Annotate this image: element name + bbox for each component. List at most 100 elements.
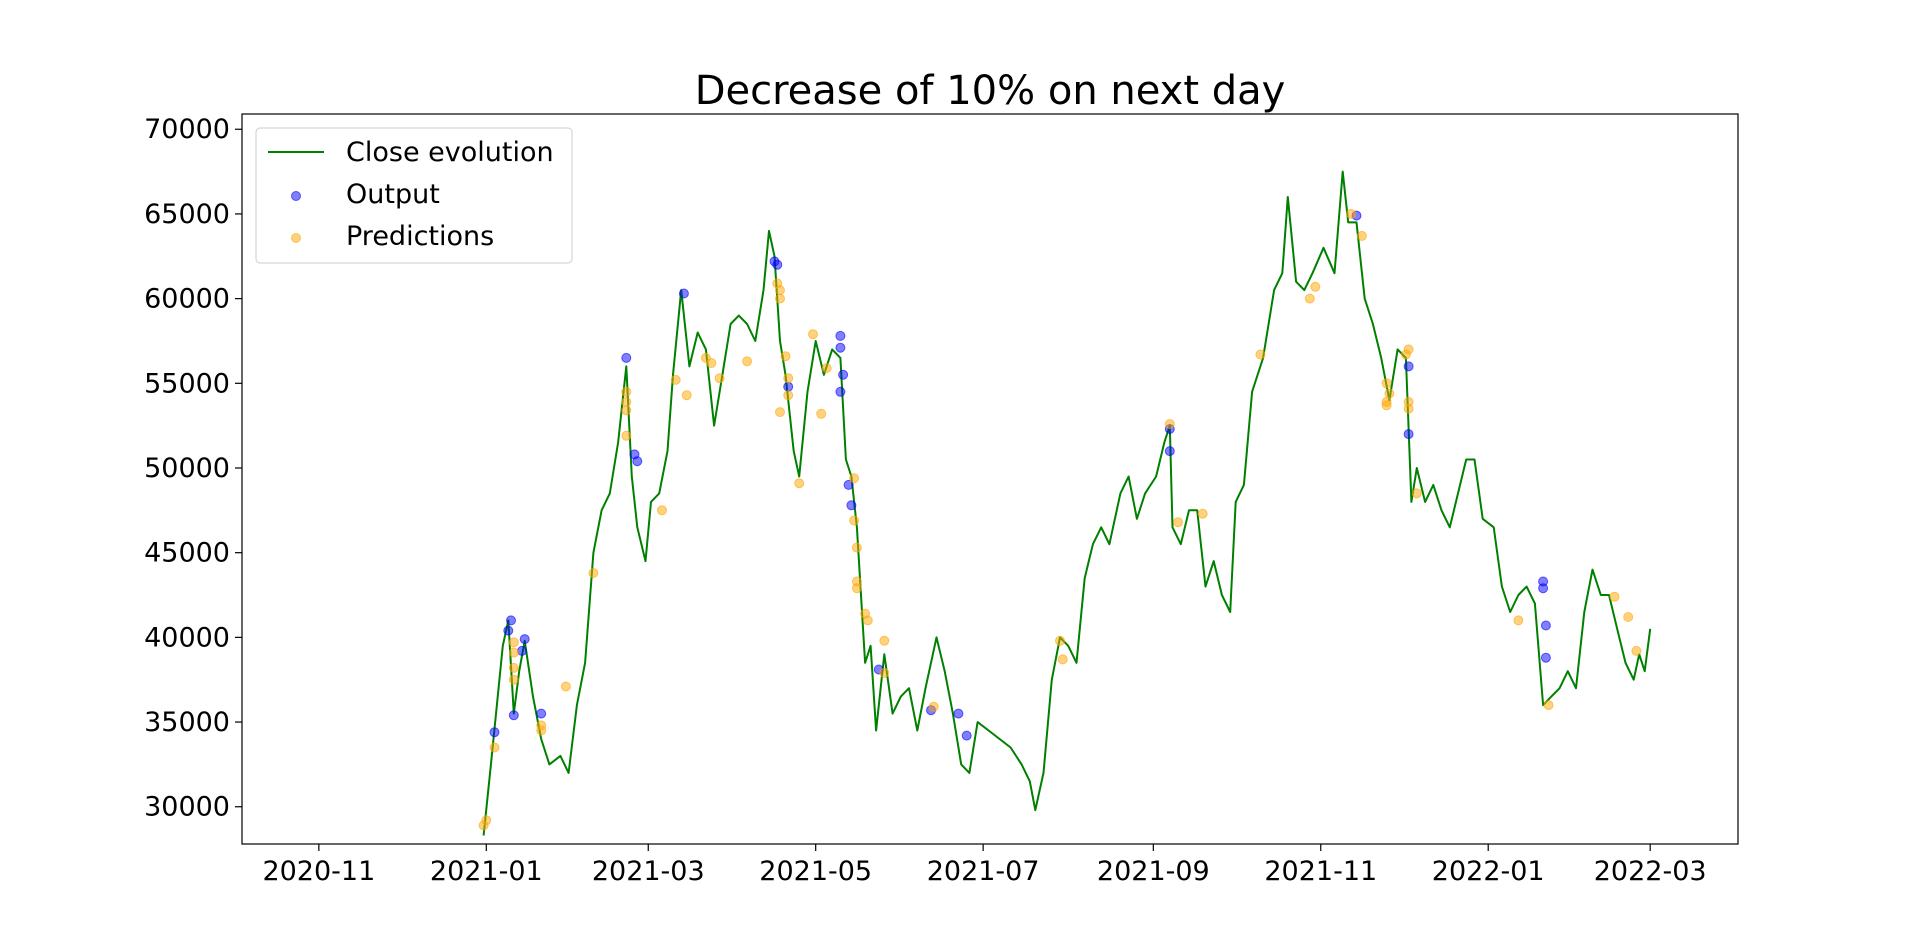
y-tick-label: 40000	[144, 622, 230, 653]
axes-frame	[241, 113, 1739, 845]
scatter-point-output	[835, 342, 846, 353]
scatter-point-output	[489, 727, 500, 738]
x-tick-label: 2021-09	[1097, 856, 1210, 887]
x-tick-label: 2021-05	[759, 856, 872, 887]
scatter-point-predictions	[1609, 591, 1620, 602]
x-tick-label: 2020-11	[262, 856, 375, 887]
scatter-point-predictions	[1381, 400, 1392, 411]
scatter-point-output	[536, 708, 547, 719]
legend-label-output: Output	[346, 179, 440, 210]
scatter-point-predictions	[714, 373, 725, 384]
scatter-point-output	[838, 369, 849, 380]
scatter-point-predictions	[1400, 349, 1411, 360]
series-line-close-evolution	[482, 170, 1652, 836]
x-axis: 2020-11 2021-01 2021-03 2021-05 2021-07 2021-…	[262, 844, 1707, 887]
y-tick-label: 45000	[144, 538, 230, 569]
scatter-point-predictions	[1384, 388, 1395, 399]
scatter-point-predictions	[928, 701, 939, 712]
scatter-point-predictions	[849, 515, 860, 526]
scatter-point-predictions	[1356, 230, 1367, 241]
scatter-point-output	[835, 330, 846, 341]
scatter-point-predictions	[508, 647, 519, 658]
x-tick-label: 2022-01	[1432, 856, 1545, 887]
scatter-point-output	[678, 288, 689, 299]
scatter-point-predictions	[775, 285, 785, 296]
x-tick-label: 2022-03	[1594, 856, 1707, 887]
y-tick-label: 35000	[144, 707, 230, 738]
legend-swatch-output	[291, 191, 301, 201]
scatter-point-predictions	[588, 568, 599, 578]
scatter-point-predictions	[1403, 403, 1414, 414]
scatter-point-predictions	[508, 662, 519, 673]
scatter-point-predictions	[862, 615, 873, 626]
scatter-point-predictions	[1055, 635, 1065, 646]
scatter-point-predictions	[1057, 654, 1068, 665]
scatter-point-output	[961, 730, 972, 741]
scatter-point-predictions	[1543, 700, 1554, 711]
y-tick-label: 65000	[144, 199, 230, 230]
scatter-point-predictions	[1255, 349, 1266, 360]
scatter-point-predictions	[775, 407, 785, 418]
legend-swatch-predictions	[291, 233, 301, 243]
scatter-point-output	[783, 381, 794, 392]
scatter-point-predictions	[481, 815, 492, 826]
scatter-point-output	[835, 386, 846, 397]
series-output	[489, 210, 1551, 741]
y-tick-label: 55000	[144, 368, 230, 399]
scatter-point-output	[506, 615, 516, 626]
scatter-point-predictions	[508, 637, 519, 648]
scatter-point-predictions	[780, 351, 791, 362]
scatter-point-output	[1164, 446, 1175, 457]
scatter-point-predictions	[621, 396, 632, 407]
scatter-point-predictions	[706, 358, 717, 368]
scatter-point-predictions	[1513, 615, 1524, 626]
scatter-point-output	[846, 500, 857, 511]
scatter-point-predictions	[621, 386, 632, 397]
scatter-point-predictions	[851, 542, 862, 553]
scatter-point-predictions	[742, 356, 753, 367]
scatter-point-predictions	[879, 667, 890, 678]
chart-title: Decrease of 10% on next day	[695, 68, 1286, 114]
scatter-point-output	[621, 352, 632, 363]
scatter-point-output	[1540, 652, 1551, 663]
scatter-point-predictions	[816, 408, 827, 419]
scatter-point-predictions	[681, 390, 692, 401]
x-tick-label: 2021-01	[430, 856, 543, 887]
scatter-point-predictions	[536, 725, 547, 736]
scatter-point-predictions	[1631, 645, 1642, 656]
scatter-point-predictions	[1173, 517, 1183, 528]
x-tick-label: 2021-07	[927, 856, 1040, 887]
scatter-point-predictions	[775, 293, 785, 304]
x-tick-label: 2021-03	[592, 856, 705, 887]
scatter-point-predictions	[1304, 293, 1315, 304]
scatter-point-predictions	[508, 674, 519, 685]
scatter-point-predictions	[808, 329, 818, 340]
scatter-point-predictions	[1197, 508, 1208, 519]
scatter-point-output	[953, 708, 964, 719]
x-tick-label: 2021-11	[1264, 856, 1377, 887]
scatter-point-predictions	[1310, 281, 1321, 292]
scatter-point-predictions	[560, 681, 571, 692]
scatter-point-output	[1403, 361, 1414, 372]
scatter-point-output	[519, 634, 530, 645]
scatter-point-predictions	[621, 405, 632, 416]
scatter-point-predictions	[489, 742, 500, 753]
y-tick-label: 60000	[144, 284, 230, 315]
scatter-point-predictions	[670, 374, 681, 385]
scatter-point-output	[517, 645, 527, 656]
scatter-point-predictions	[1381, 378, 1392, 389]
legend-box	[255, 127, 573, 264]
scatter-point-predictions	[821, 363, 832, 374]
scatter-point-output	[772, 259, 783, 270]
scatter-point-output	[1540, 620, 1551, 631]
scatter-point-predictions	[851, 583, 862, 594]
scatter-point-predictions	[621, 430, 632, 441]
y-tick-label: 30000	[144, 792, 230, 823]
scatter-point-output	[503, 625, 514, 636]
plot-area	[478, 170, 1652, 836]
y-tick-label: 50000	[144, 453, 230, 484]
scatter-point-predictions	[657, 505, 667, 516]
legend: Close evolution Output Predictions	[255, 127, 573, 264]
scatter-point-predictions	[1411, 488, 1422, 499]
